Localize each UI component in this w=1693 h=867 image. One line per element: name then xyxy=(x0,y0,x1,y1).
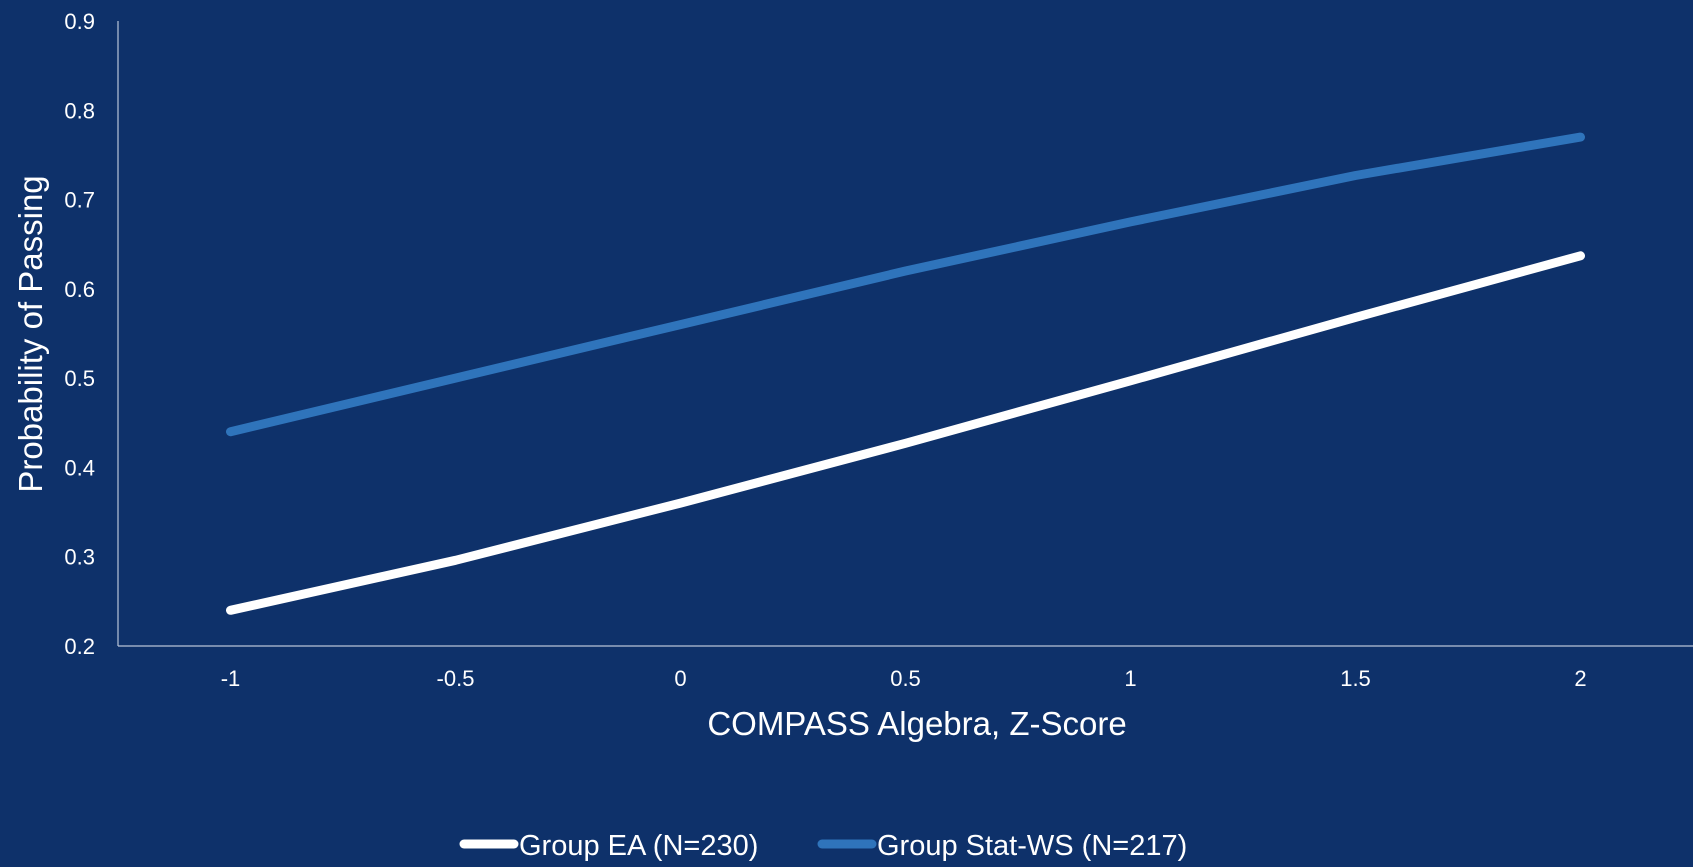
x-tick-label: 1 xyxy=(1124,666,1136,691)
y-tick-label: 0.8 xyxy=(64,98,95,123)
y-tick-label: 0.7 xyxy=(64,188,95,213)
legend: Group EA (N=230) Group Stat-WS (N=217) xyxy=(459,830,1187,862)
x-axis-title: COMPASS Algebra, Z-Score xyxy=(707,705,1126,742)
y-tick-label: 0.6 xyxy=(64,277,95,302)
x-tick-label: -1 xyxy=(221,666,241,691)
axes xyxy=(117,21,1693,647)
x-tick-label: 0.5 xyxy=(890,666,921,691)
y-tick-label: 0.5 xyxy=(64,366,95,391)
series-lines xyxy=(226,132,1585,615)
y-tick-label: 0.9 xyxy=(64,9,95,34)
legend-label-group-stat-ws: Group Stat-WS (N=217) xyxy=(877,830,1187,862)
x-tick-label: 2 xyxy=(1574,666,1586,691)
legend-label-group-ea: Group EA (N=230) xyxy=(519,830,758,862)
y-tick-labels: 0.2 0.3 0.4 0.5 0.6 0.7 0.8 0.9 xyxy=(64,9,95,659)
x-tick-label: 0 xyxy=(674,666,686,691)
y-tick-label: 0.2 xyxy=(64,634,95,659)
x-tick-labels: -1 -0.5 0 0.5 1 1.5 2 xyxy=(221,666,1587,691)
y-tick-label: 0.4 xyxy=(64,455,95,480)
y-tick-label: 0.3 xyxy=(64,545,95,570)
y-axis-title: Probability of Passing xyxy=(12,175,49,492)
series-line-group-stat-ws xyxy=(226,132,1585,437)
x-tick-label: 1.5 xyxy=(1340,666,1371,691)
series-line-group-ea xyxy=(226,251,1585,615)
x-tick-label: -0.5 xyxy=(437,666,475,691)
